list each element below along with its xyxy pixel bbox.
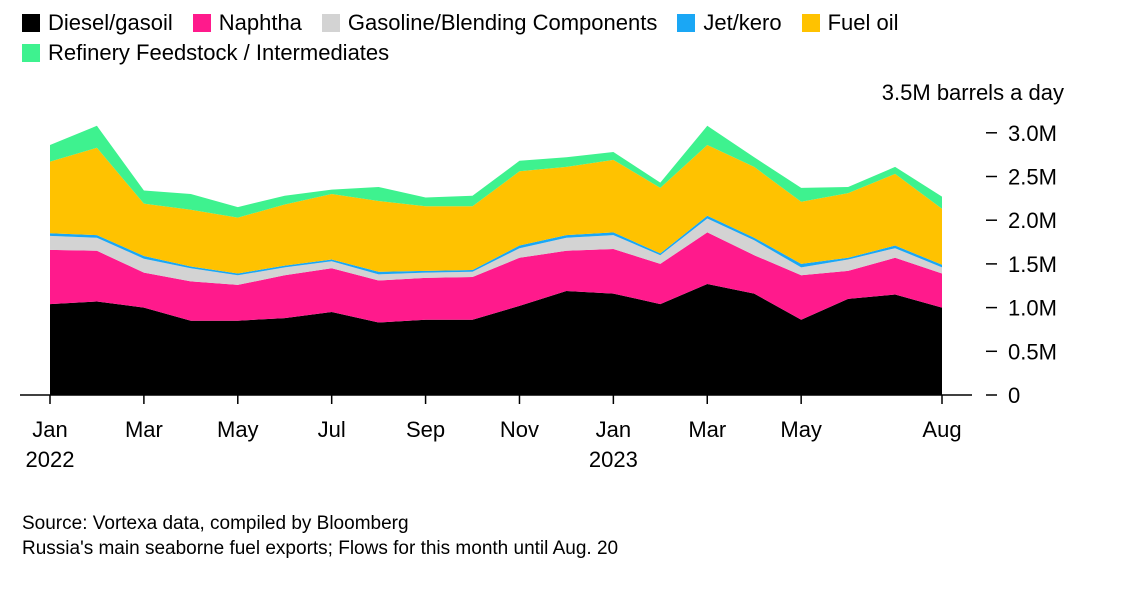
series-area: [50, 125, 942, 218]
stacked-area-chart: Jan 2022 Mar May Jul Sep Nov Jan 2023 Mar May Aug 0 0…: [20, 121, 1057, 472]
y-tick-label: 1.0M: [1008, 296, 1057, 321]
x-tick-label: May: [217, 417, 259, 442]
legend-swatch: [801, 14, 820, 32]
x-tick-label: Aug: [922, 417, 961, 442]
series-area: [50, 145, 942, 274]
y-tick-label: 0.5M: [1008, 339, 1057, 364]
legend-swatch: [321, 14, 340, 32]
x-tick-label: Mar: [688, 417, 726, 442]
legend-label: Gasoline/Blending Components: [347, 10, 658, 35]
y-tick-label: 1.5M: [1008, 252, 1057, 277]
x-tick-label: May: [780, 417, 822, 442]
series-area: [50, 218, 942, 285]
legend-label: Refinery Feedstock / Intermediates: [48, 40, 390, 65]
x-tick-label: Jan: [32, 417, 67, 442]
legend-swatch: [677, 14, 696, 32]
legend-item: Refinery Feedstock / Intermediates: [22, 38, 389, 68]
legend: Diesel/gasoil Naphtha Gasoline/Blending Co…: [22, 8, 1102, 68]
x-tick-year-label: 2022: [26, 447, 75, 472]
legend-item: Fuel oil: [801, 8, 899, 38]
legend-label: Jet/kero: [703, 10, 782, 35]
x-tick-label: Nov: [500, 417, 539, 442]
series-area: [50, 215, 942, 276]
description-note: Russia's main seaborne fuel exports; Flo…: [22, 538, 619, 559]
x-tick-label: Jul: [318, 417, 346, 442]
legend-label: Naphtha: [218, 10, 302, 35]
y-tick-label: 0: [1008, 383, 1020, 408]
legend-item: Gasoline/Blending Components: [321, 8, 658, 38]
series-area: [50, 232, 942, 323]
y-tick-label: 3.0M: [1008, 121, 1057, 146]
legend-swatch: [22, 14, 40, 32]
legend-item: Diesel/gasoil: [22, 8, 173, 38]
source-note: Source: Vortexa data, compiled by Bloomb…: [22, 513, 409, 534]
x-tick-year-label: 2023: [589, 447, 638, 472]
y-axis-unit-label: 3.5M barrels a day: [881, 80, 1064, 105]
chart-footer: Source: Vortexa data, compiled by Bloomb…: [22, 511, 618, 561]
y-tick-label: 2.0M: [1008, 208, 1057, 233]
legend-swatch: [22, 44, 40, 62]
x-tick-label: Jan: [596, 417, 631, 442]
y-tick-label: 2.5M: [1008, 165, 1057, 190]
legend-swatch: [192, 14, 211, 32]
series-area: [50, 284, 942, 395]
legend-label: Fuel oil: [827, 10, 899, 35]
x-tick-label: Mar: [125, 417, 163, 442]
legend-item: Jet/kero: [677, 8, 782, 38]
x-tick-label: Sep: [406, 417, 445, 442]
legend-label: Diesel/gasoil: [48, 10, 173, 35]
legend-item: Naphtha: [192, 8, 302, 38]
